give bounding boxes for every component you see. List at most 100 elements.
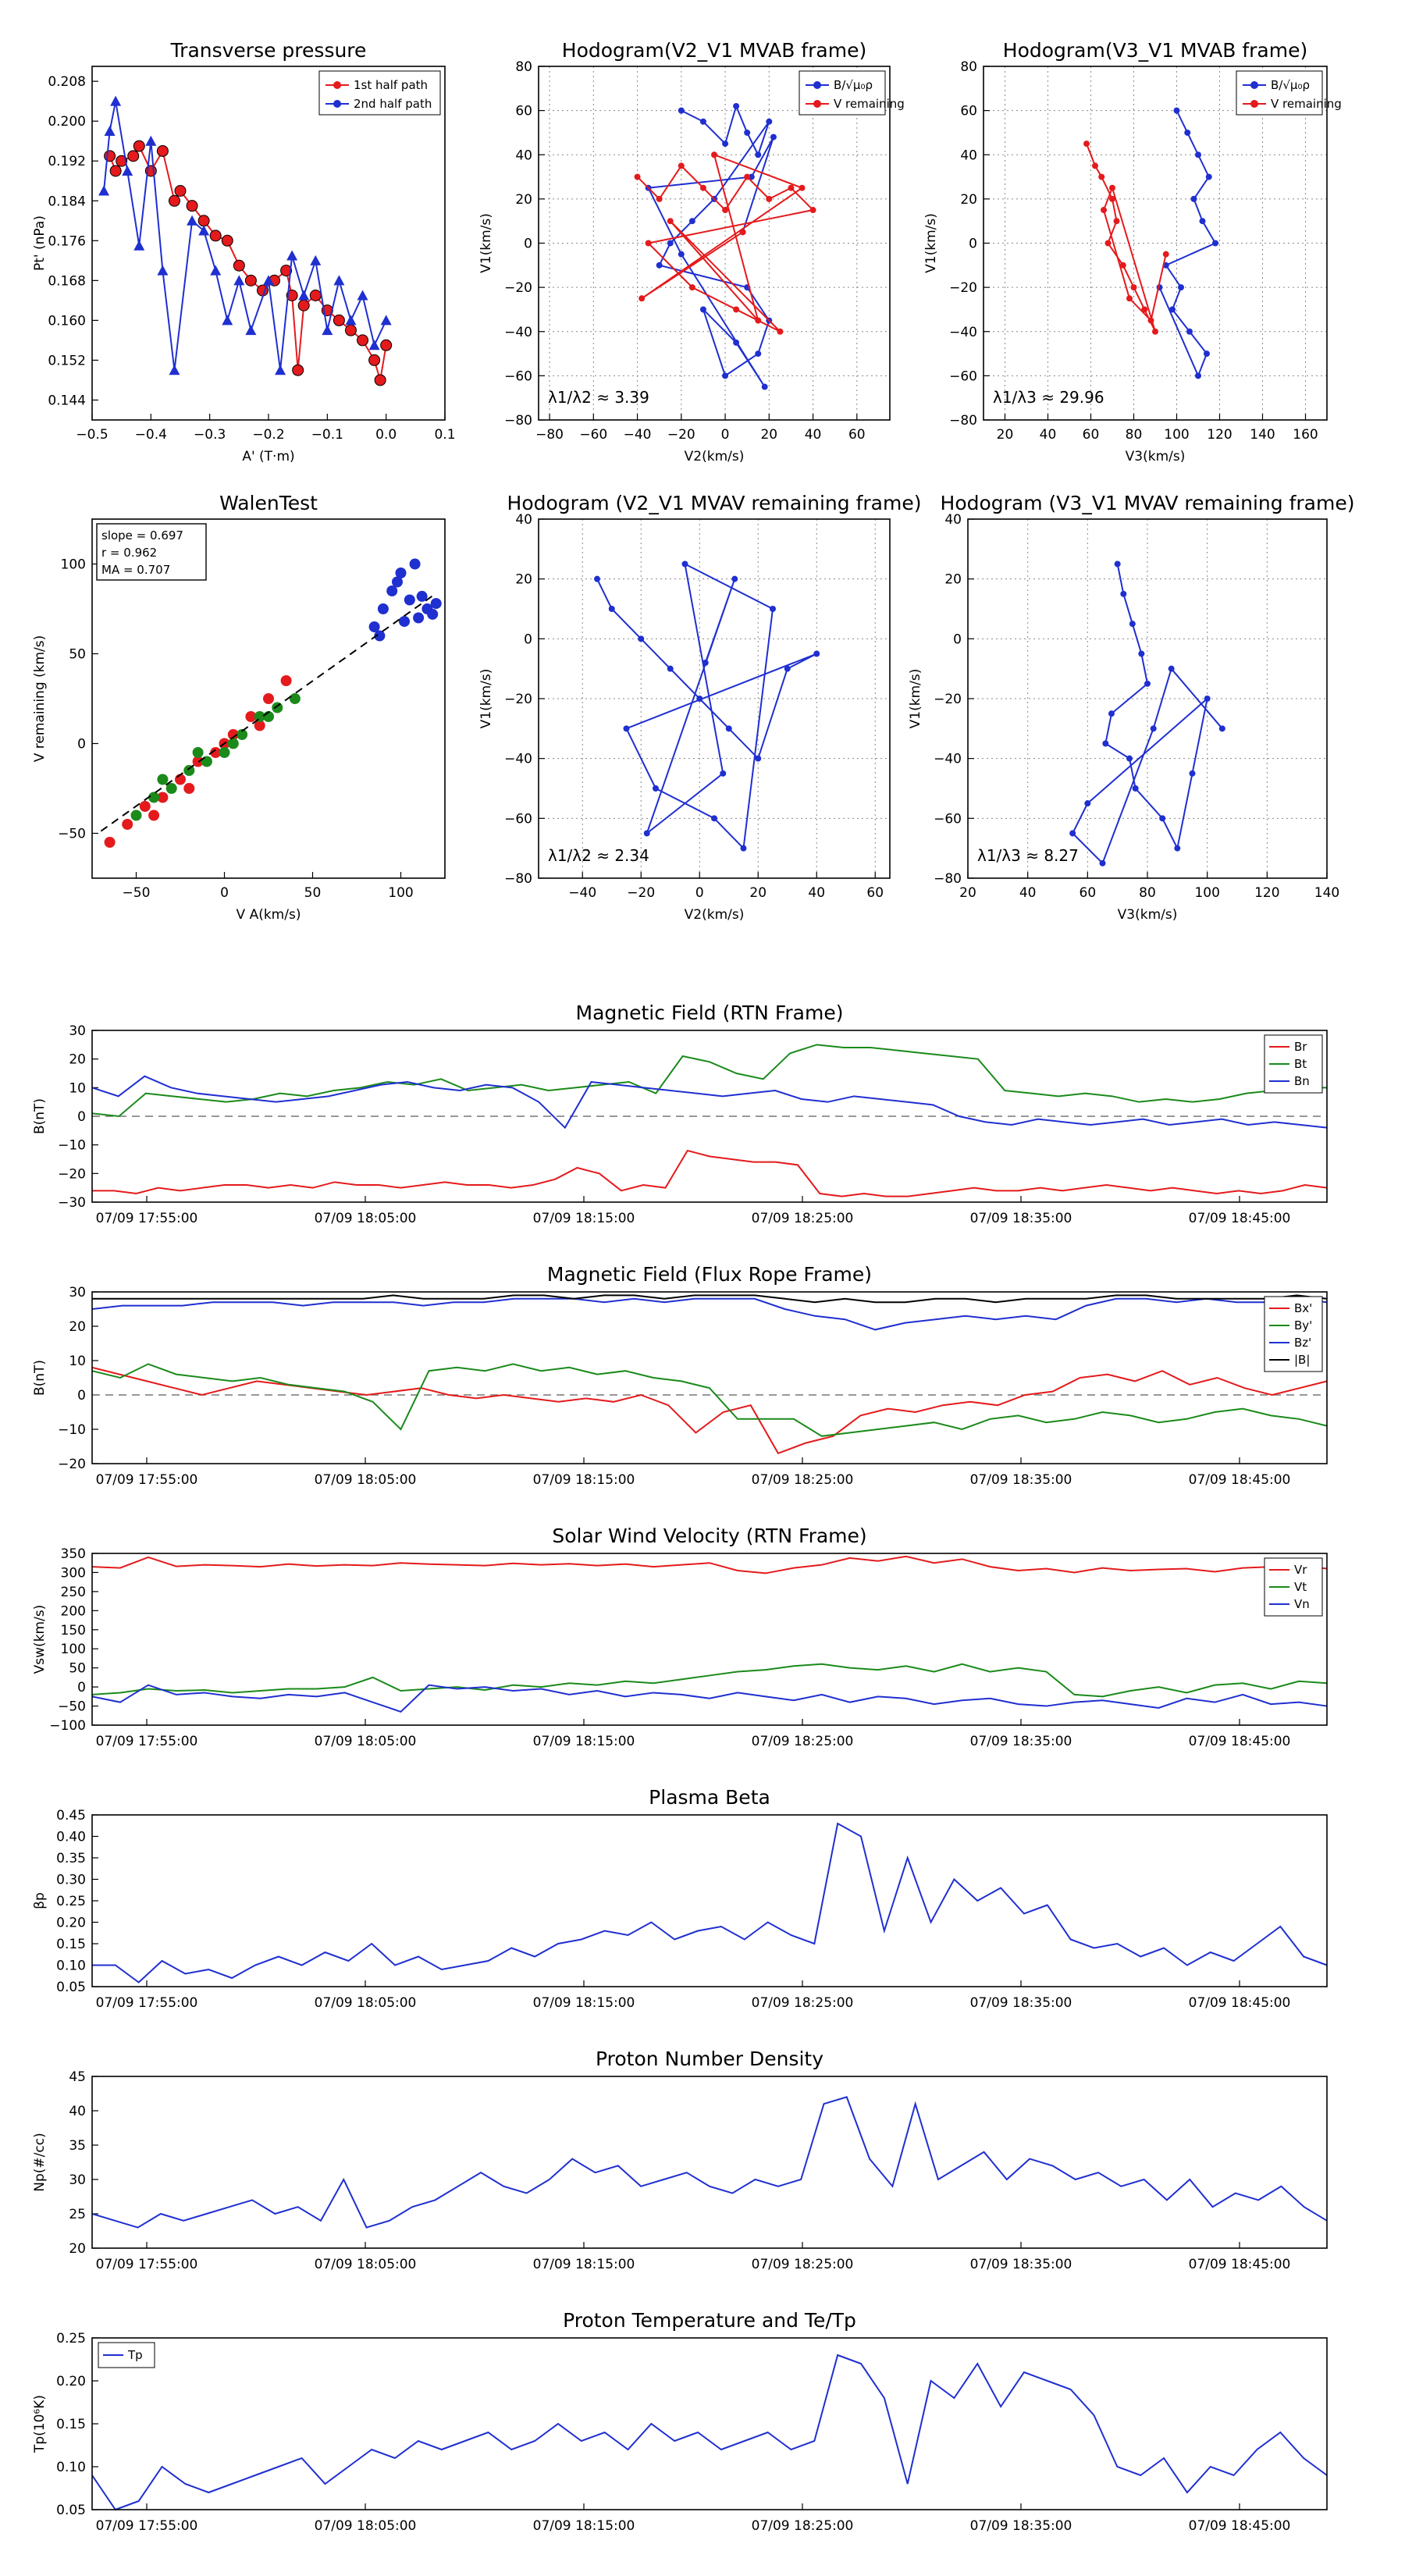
series-line [647,103,774,388]
data-point [298,290,310,301]
data-point [104,150,116,162]
x-tick-label: 80 [1126,427,1143,443]
data-point [157,265,169,276]
time-tick-label: 07/09 18:25:00 [752,1995,854,2011]
series-line [91,1363,1328,1437]
x-tick-label: −20 [667,427,695,443]
data-point [656,262,663,269]
data-point [1138,650,1145,657]
data-point [1099,859,1106,866]
data-point [739,229,746,236]
y-tick-label: −40 [504,752,532,767]
data-point [678,107,685,114]
y-tick-label: 0.192 [48,154,86,169]
series-line [596,562,817,850]
data-point [1098,173,1105,180]
legend-marker [333,100,341,108]
time-tick-label: 07/09 18:25:00 [752,2257,854,2272]
time-tick-label: 07/09 18:35:00 [970,1995,1072,2011]
x-tick-label: 60 [1080,885,1097,901]
y-tick-label: −40 [949,325,977,340]
y-tick-label: 0.200 [48,114,86,130]
data-point [201,756,212,767]
data-point [688,284,695,291]
y-tick-label: 0.15 [56,2417,86,2432]
x-tick-label: 100 [1194,885,1219,901]
data-point [104,125,116,136]
data-point [1129,621,1136,628]
y-axis-label: Np(#/cc) [32,2133,48,2191]
legend-marker [813,100,821,108]
legend-label: 2nd half path [354,97,432,111]
time-tick-label: 07/09 18:25:00 [752,1472,854,1488]
data-point [696,696,703,702]
y-tick-label: 350 [61,1546,86,1562]
y-axis-label: B(nT) [32,1360,48,1396]
time-tick-label: 07/09 17:55:00 [96,1211,198,1226]
legend-label: B/√μ₀ρ [834,78,873,92]
y-tick-label: 80 [960,59,977,75]
data-point [1113,218,1120,225]
y-tick-label: 0.152 [48,353,86,368]
data-point [186,200,198,212]
y-tick-label: −50 [58,1699,86,1715]
data-point [157,774,169,785]
y-tick-label: 300 [61,1565,86,1581]
data-point [761,383,768,390]
time-tick-label: 07/09 18:45:00 [1189,2257,1291,2272]
data-point [766,195,773,202]
time-tick-label: 07/09 18:25:00 [752,1734,854,1749]
data-point [1168,665,1175,672]
y-tick-label: −80 [504,413,532,429]
y-tick-label: −80 [934,871,962,887]
data-point [322,325,333,336]
data-point [245,711,257,722]
y-tick-label: 20 [515,572,532,588]
data-point [1083,141,1090,148]
time-tick-label: 07/09 18:45:00 [1189,2518,1291,2534]
plot-frame [983,66,1328,421]
x-tick-label: −80 [535,427,564,443]
data-point [770,606,776,612]
data-point [222,315,233,326]
data-point [183,783,195,794]
data-point [1144,680,1151,687]
time-tick-label: 07/09 18:35:00 [970,1211,1072,1226]
data-point [127,150,140,162]
time-tick-label: 07/09 18:15:00 [533,2257,635,2272]
y-tick-label: −50 [58,827,86,842]
data-point [413,612,425,624]
y-tick-label: 0.05 [56,2503,86,2518]
data-point [377,603,389,614]
time-tick-label: 07/09 18:05:00 [315,1995,417,2011]
y-tick-label: 0 [77,1680,86,1695]
y-tick-label: 200 [61,1603,86,1619]
data-point [656,195,663,202]
x-tick-label: 80 [1139,885,1156,901]
y-tick-label: −20 [504,692,532,707]
data-point [104,837,116,848]
data-point [1119,262,1126,269]
y-tick-label: −60 [949,368,977,384]
data-point [1162,251,1169,258]
data-point [733,102,740,109]
data-point [399,616,411,628]
data-point [702,660,709,666]
data-point [1199,218,1206,225]
plot-frame [967,518,1328,879]
data-point [722,141,729,148]
legend-marker [1250,100,1258,108]
data-point [233,259,245,272]
data-point [740,845,747,852]
data-point [148,809,160,821]
x-tick-label: 0 [220,885,229,901]
data-point [380,339,393,351]
data-point [145,135,157,146]
x-tick-label: −40 [568,885,596,901]
panel-title: Proton Number Density [596,2048,823,2070]
time-tick-label: 07/09 18:35:00 [970,1734,1072,1749]
data-point [799,184,806,191]
data-point [374,630,386,642]
y-tick-label: −80 [949,413,977,429]
data-point [198,225,210,236]
